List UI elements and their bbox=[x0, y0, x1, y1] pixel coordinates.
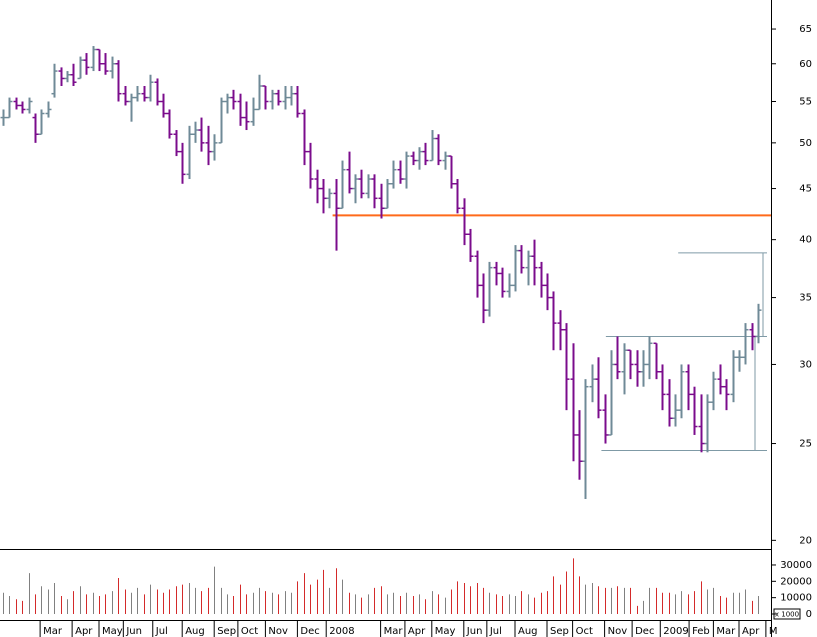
y-tick-label: 35 bbox=[799, 293, 812, 304]
y-tick-label: 55 bbox=[799, 97, 812, 108]
y-tick-label: 60 bbox=[799, 59, 812, 70]
x-tick-label: M bbox=[769, 626, 778, 637]
x-tick-label: May bbox=[435, 626, 456, 637]
x-tick-label: Apr bbox=[75, 626, 93, 637]
y-tick-label: 40 bbox=[799, 235, 812, 246]
y-tick-label: 50 bbox=[799, 138, 812, 149]
y-tick-label: 25 bbox=[799, 439, 812, 450]
x-tick-label: Mar bbox=[384, 626, 404, 637]
x-tick-label: Apr bbox=[408, 626, 426, 637]
y-tick-label: 45 bbox=[799, 184, 812, 195]
x-tick-label: Jun bbox=[125, 626, 142, 637]
x-tick-label: Oct bbox=[241, 626, 258, 637]
x-tick-label: Mar bbox=[716, 626, 736, 637]
x-tick-label: Sep bbox=[550, 626, 569, 637]
y-tick-label: 65 bbox=[799, 24, 812, 35]
x-tick-label: Dec bbox=[300, 626, 319, 637]
x-tick-label: Aug bbox=[185, 626, 205, 637]
x-tick-label: 2008 bbox=[329, 626, 354, 637]
x-tick-label: Nov bbox=[608, 626, 628, 637]
x-tick-label: Aug bbox=[518, 626, 538, 637]
y-tick-label: 20 bbox=[799, 535, 812, 546]
x-tick-label: Mar bbox=[43, 626, 63, 637]
volume-tick-label: 10000 bbox=[780, 593, 812, 604]
volume-tick-label: 30000 bbox=[780, 560, 812, 571]
volume-unit: x 1000 bbox=[775, 611, 799, 619]
x-tick-label: May bbox=[102, 626, 123, 637]
x-tick-label: Nov bbox=[268, 626, 288, 637]
x-tick-label: Jun bbox=[466, 626, 483, 637]
volume-tick-label: 0 bbox=[806, 609, 812, 620]
x-tick-label: 2009 bbox=[663, 626, 688, 637]
x-tick-label: Feb bbox=[692, 626, 710, 637]
x-tick-label: Oct bbox=[576, 626, 593, 637]
x-tick-label: Dec bbox=[635, 626, 654, 637]
y-tick-label: 30 bbox=[799, 359, 812, 370]
volume-tick-label: 20000 bbox=[780, 576, 812, 587]
x-tick-label: Sep bbox=[217, 626, 236, 637]
x-tick-label: Jul bbox=[155, 626, 168, 637]
x-tick-label: Jul bbox=[489, 626, 502, 637]
x-tick-label: Apr bbox=[742, 626, 760, 637]
